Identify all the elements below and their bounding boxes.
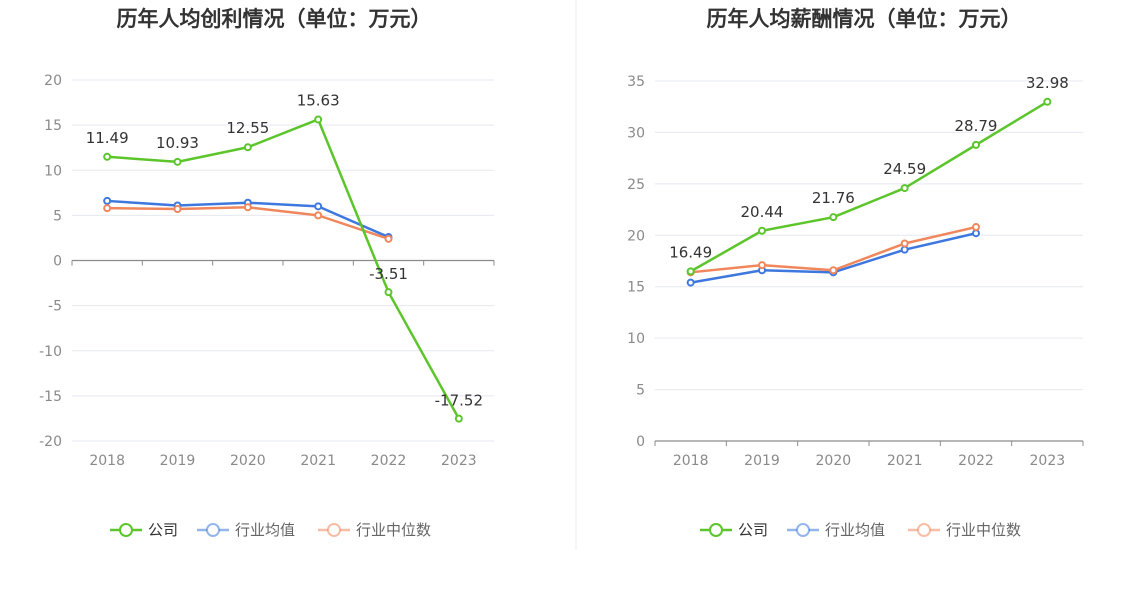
y-tick-label: 0 xyxy=(53,254,62,270)
chart-title: 历年人均薪酬情况（单位：万元） xyxy=(707,7,1022,31)
legend-label: 行业均值 xyxy=(235,521,295,539)
chart-title: 历年人均创利情况（单位：万元） xyxy=(117,7,432,31)
data-point-company[interactable] xyxy=(314,115,323,124)
data-point-industry_avg[interactable] xyxy=(900,245,909,254)
data-point-industry_median[interactable] xyxy=(314,211,323,220)
x-tick-label: 2019 xyxy=(160,453,196,469)
y-tick-label: -10 xyxy=(39,344,62,360)
data-label: -3.51 xyxy=(369,265,408,283)
series-line-company xyxy=(107,118,460,420)
data-point-company[interactable] xyxy=(454,414,463,423)
series-line-industry_median xyxy=(690,225,977,274)
data-label: -17.52 xyxy=(435,392,483,410)
data-label: 20.44 xyxy=(741,203,784,221)
data-label: 12.55 xyxy=(226,119,269,137)
legend-item-industry_median[interactable]: 行业中位数 xyxy=(318,521,431,539)
data-label: 15.63 xyxy=(297,91,340,109)
legend-marker xyxy=(917,523,931,537)
y-tick-label: 20 xyxy=(627,228,645,244)
legend-marker xyxy=(709,523,723,537)
series-line-industry_median xyxy=(107,206,389,241)
data-point-industry_median[interactable] xyxy=(243,203,252,212)
data-point-company[interactable] xyxy=(1043,97,1052,106)
y-tick-label: 5 xyxy=(53,208,62,224)
data-label: 32.98 xyxy=(1026,74,1069,92)
legend-item-industry_avg[interactable]: 行业均值 xyxy=(787,521,885,539)
legend-label: 行业均值 xyxy=(825,521,885,539)
data-point-industry_median[interactable] xyxy=(758,261,766,270)
data-label: 28.79 xyxy=(955,117,998,135)
legend-marker xyxy=(327,523,341,537)
data-point-industry_avg[interactable] xyxy=(103,196,112,205)
data-point-company[interactable] xyxy=(103,152,112,161)
y-tick-label: 15 xyxy=(44,118,62,134)
y-tick-label: -15 xyxy=(39,389,62,405)
data-point-company[interactable] xyxy=(829,213,838,222)
x-tick-label: 2019 xyxy=(744,453,780,469)
legend-item-company[interactable]: 公司 xyxy=(700,521,768,539)
data-point-industry_median[interactable] xyxy=(103,204,112,213)
legend-item-company[interactable]: 公司 xyxy=(110,521,178,539)
data-point-company[interactable] xyxy=(758,226,766,235)
data-point-industry_median[interactable] xyxy=(900,239,909,248)
series-line-company xyxy=(690,100,1048,273)
data-point-company[interactable] xyxy=(900,184,909,193)
data-point-industry_median[interactable] xyxy=(829,266,838,275)
y-tick-label: 5 xyxy=(636,383,645,399)
data-point-industry_avg[interactable] xyxy=(314,202,323,211)
y-tick-label: 20 xyxy=(44,73,62,89)
legend-marker xyxy=(206,523,220,537)
data-point-industry_median[interactable] xyxy=(972,223,980,232)
y-tick-label: 10 xyxy=(627,331,645,347)
data-label: 11.49 xyxy=(86,129,129,147)
x-tick-label: 2023 xyxy=(441,453,477,469)
data-point-company[interactable] xyxy=(686,267,695,276)
data-label: 16.49 xyxy=(669,243,712,261)
x-tick-label: 2023 xyxy=(1030,453,1066,469)
y-tick-label: 15 xyxy=(627,280,645,296)
legend-marker xyxy=(119,523,133,537)
y-tick-label: 10 xyxy=(44,163,62,179)
data-label: 10.93 xyxy=(156,134,199,152)
legend-label: 行业中位数 xyxy=(946,521,1021,539)
y-tick-label: -20 xyxy=(39,434,62,450)
legend-label: 公司 xyxy=(738,521,768,539)
legend-item-industry_avg[interactable]: 行业均值 xyxy=(197,521,295,539)
data-label: 24.59 xyxy=(883,160,926,178)
data-point-industry_median[interactable] xyxy=(173,205,182,214)
data-point-industry_avg[interactable] xyxy=(972,229,980,238)
legend-marker xyxy=(796,523,810,537)
data-label: 21.76 xyxy=(812,189,855,207)
legend-item-industry_median[interactable]: 行业中位数 xyxy=(908,521,1021,539)
y-tick-label: 35 xyxy=(627,74,645,90)
data-point-industry_avg[interactable] xyxy=(686,278,695,287)
chart-panel-2: 历年人均薪酬情况（单位：万元） 35 30 25 20 15 10 5 0 2018 2019 202… xyxy=(627,7,1084,539)
x-tick-label: 2018 xyxy=(673,453,709,469)
x-tick-label: 2020 xyxy=(230,453,266,469)
data-point-industry_median[interactable] xyxy=(384,234,393,243)
y-tick-label: 25 xyxy=(627,177,645,193)
data-point-company[interactable] xyxy=(173,157,182,166)
x-tick-label: 2021 xyxy=(887,453,923,469)
y-tick-label: -5 xyxy=(48,299,62,315)
data-point-company[interactable] xyxy=(243,143,252,152)
x-tick-label: 2022 xyxy=(371,453,407,469)
legend-label: 行业中位数 xyxy=(356,521,431,539)
x-tick-label: 2022 xyxy=(958,453,994,469)
data-point-company[interactable] xyxy=(384,288,393,297)
x-tick-label: 2021 xyxy=(300,453,336,469)
y-tick-label: 0 xyxy=(636,434,645,450)
legend-label: 公司 xyxy=(148,521,178,539)
data-point-company[interactable] xyxy=(972,140,980,149)
x-tick-label: 2018 xyxy=(89,453,125,469)
chart-panel-1: 历年人均创利情况（单位：万元） 20 15 10 5 0 -5 -10 -15 -20 2018 20… xyxy=(39,7,495,539)
y-tick-label: 30 xyxy=(627,125,645,141)
x-tick-label: 2020 xyxy=(816,453,852,469)
